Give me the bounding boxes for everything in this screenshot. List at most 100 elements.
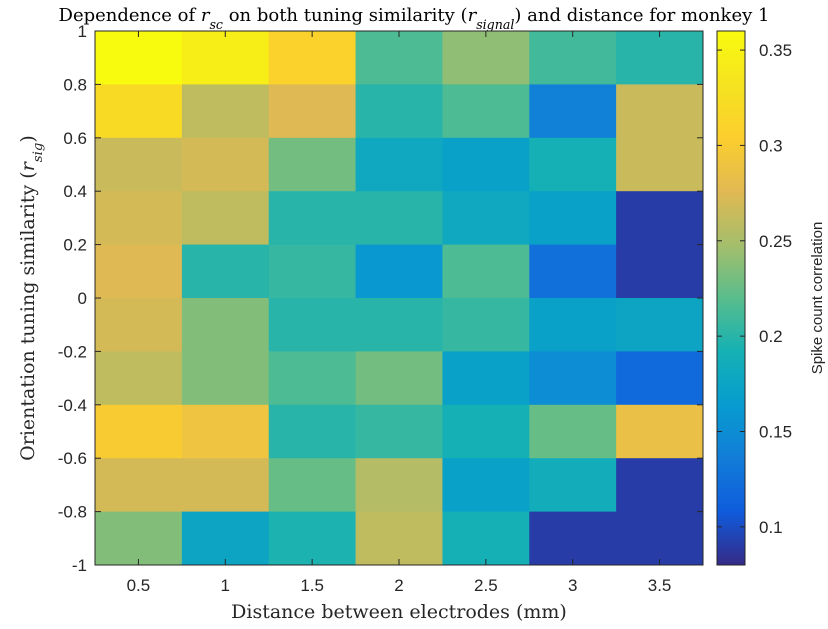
heatmap-cell — [355, 511, 443, 566]
heatmap-cell — [616, 137, 704, 192]
heatmap-cell — [616, 511, 704, 566]
heatmap-cell — [268, 458, 357, 513]
x-tick-label: 0.5 — [127, 576, 151, 595]
heatmap-cell — [442, 458, 530, 513]
x-tick-label: 3 — [568, 576, 577, 595]
x-tick-label: 2 — [394, 576, 403, 595]
heatmap-cell — [442, 191, 530, 246]
heatmap-cell — [181, 244, 270, 299]
heatmap-cell — [95, 137, 183, 192]
heatmap-cell — [268, 191, 357, 246]
y-axis-label: Orientation tuning similarity (rsig) — [17, 135, 46, 461]
heatmap-cell — [616, 404, 704, 459]
heatmap-cell — [355, 137, 443, 192]
heatmap-cell — [355, 191, 443, 246]
heatmap-cell — [616, 84, 704, 139]
heatmap-cell — [355, 404, 443, 459]
heatmap-cell — [181, 137, 270, 192]
y-tick-label: 0.6 — [63, 129, 87, 148]
colorbar-ticks: 0.1 0.15 0.2 0.25 0.3 0.35 — [717, 41, 792, 537]
heatmap-cell — [616, 458, 704, 513]
y-tick-label: -0.2 — [58, 342, 87, 361]
heatmap-cell — [95, 511, 183, 566]
y-tick-label: -0.4 — [58, 396, 87, 415]
y-tick-label: 0.4 — [63, 182, 87, 201]
colorbar — [716, 30, 746, 566]
y-tick-label: -0.6 — [58, 449, 87, 468]
x-tick-label: 1 — [221, 576, 230, 595]
y-tick-label: 0.2 — [63, 236, 87, 255]
heatmap-cell — [616, 298, 704, 352]
colorbar-tick-label: 0.3 — [759, 136, 783, 155]
heatmap-cell — [442, 137, 530, 192]
heatmap-cell — [529, 351, 617, 406]
y-tick-label: 0.8 — [63, 75, 87, 94]
x-tick-label: 1.5 — [300, 576, 324, 595]
x-axis-label: Distance between electrodes (mm) — [231, 601, 567, 623]
chart-title: Dependence of rsc on both tuning similar… — [59, 5, 770, 32]
colorbar-label: Spike count correlation — [809, 222, 826, 375]
heatmap-cell — [181, 404, 270, 459]
heatmap-cell — [529, 137, 617, 192]
x-tick-label: 3.5 — [648, 576, 672, 595]
y-tick-label: 1 — [78, 22, 87, 41]
heatmap-cell — [442, 298, 530, 352]
heatmap-cell — [268, 84, 357, 139]
colorbar-tick-label: 0.1 — [759, 518, 783, 537]
heatmap-cell — [442, 244, 530, 299]
heatmap-cell — [616, 244, 704, 299]
colorbar-tick-label: 0.2 — [759, 327, 783, 346]
heatmap-cell — [95, 31, 183, 85]
heatmap-cell — [181, 191, 270, 246]
heatmap-cell — [355, 351, 443, 406]
heatmap-cell — [529, 298, 617, 352]
heatmap-cell — [442, 404, 530, 459]
heatmap-cell — [268, 298, 357, 352]
x-axis-ticks: 0.5 1 1.5 2 2.5 3 3.5 — [127, 31, 672, 595]
heatmap-cell — [529, 244, 617, 299]
heatmap-cell — [355, 31, 443, 85]
heatmap-cell — [616, 191, 704, 246]
heatmap-cell — [616, 31, 704, 85]
heatmap-cell — [355, 458, 443, 513]
heatmap-cell — [95, 458, 183, 513]
heatmap-cell — [268, 137, 357, 192]
heatmap-cell — [442, 351, 530, 406]
heatmap-cell — [268, 244, 357, 299]
heatmap-cell — [529, 511, 617, 566]
heatmap-cell — [442, 31, 530, 85]
heatmap-cell — [181, 31, 270, 85]
heatmap-cell — [95, 298, 183, 352]
heatmap-cell — [181, 351, 270, 406]
heatmap-cell — [268, 404, 357, 459]
heatmap-cell — [181, 298, 270, 352]
heatmap-cell — [95, 244, 183, 299]
y-tick-label: -1 — [72, 556, 87, 575]
y-tick-label: 0 — [78, 289, 87, 308]
heatmap-cell — [95, 191, 183, 246]
heatmap-cell — [95, 84, 183, 139]
y-axis-ticks: 1 0.8 0.6 0.4 0.2 0 -0.2 -0.4 -0.6 -0.8 -1 — [58, 22, 703, 575]
heatmap-cell — [268, 31, 357, 85]
y-tick-label: -0.8 — [58, 503, 87, 522]
heatmap-cell — [181, 458, 270, 513]
heatmap-cells — [95, 31, 704, 566]
colorbar-tick-label: 0.35 — [759, 41, 792, 60]
heatmap-cell — [355, 244, 443, 299]
heatmap-cell — [442, 84, 530, 139]
heatmap-cell — [268, 351, 357, 406]
heatmap-cell — [95, 404, 183, 459]
heatmap-cell — [529, 191, 617, 246]
heatmap-cell — [529, 404, 617, 459]
heatmap-cell — [529, 84, 617, 139]
heatmap-cell — [268, 511, 357, 566]
colorbar-tick-label: 0.15 — [759, 423, 792, 442]
heatmap-cell — [355, 298, 443, 352]
heatmap-cell — [95, 351, 183, 406]
colorbar-tick-label: 0.25 — [759, 232, 792, 251]
heatmap-cell — [181, 511, 270, 566]
heatmap-cell — [355, 84, 443, 139]
x-tick-label: 2.5 — [474, 576, 498, 595]
heatmap-cell — [529, 31, 617, 85]
